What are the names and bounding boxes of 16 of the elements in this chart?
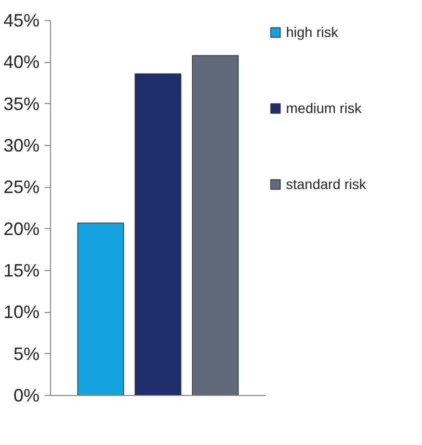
y-tick-label: 25%	[3, 177, 40, 198]
y-tick-label: 20%	[3, 218, 40, 239]
y-tick-label: 0%	[13, 386, 40, 406]
y-tick-label: 5%	[13, 344, 40, 364]
y-tick-label: 15%	[3, 260, 40, 280]
bar	[134, 73, 182, 396]
bar	[192, 55, 239, 396]
legend-label: medium risk	[286, 100, 362, 116]
y-tick-label: 35%	[3, 94, 40, 114]
y-tick-label: 30%	[3, 136, 40, 156]
y-tick-label: 40%	[3, 52, 40, 72]
legend-label: high risk	[286, 24, 338, 40]
bar	[77, 222, 124, 396]
y-tick-label: 45%	[3, 10, 40, 30]
y-tick-label: 10%	[3, 302, 40, 322]
legend-label: standard risk	[286, 176, 366, 192]
